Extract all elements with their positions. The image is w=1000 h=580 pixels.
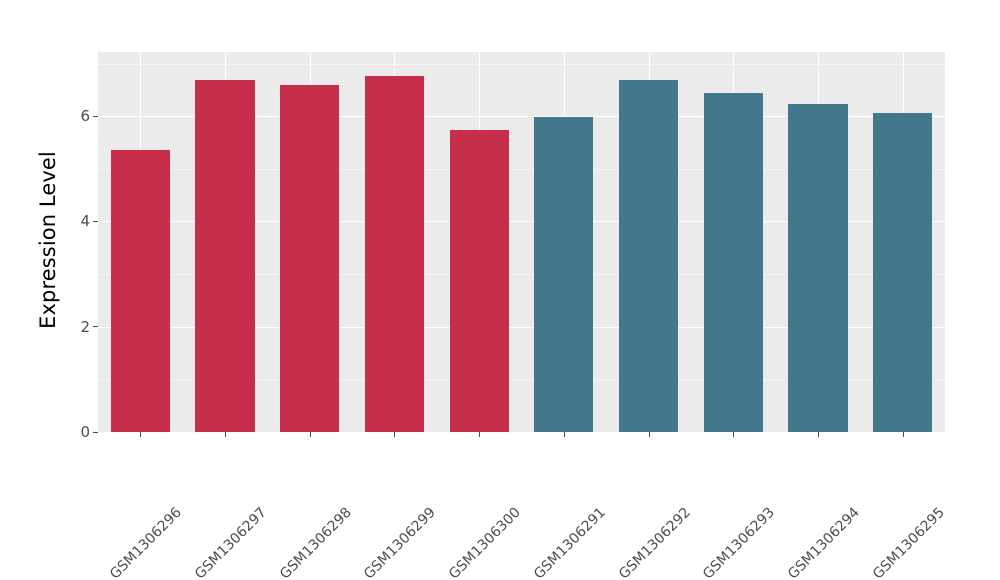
y-axis-tick-label: 6 [80,107,90,126]
x-axis-tick-mark [225,432,226,437]
x-axis-tick-label-text: GSM1306300 [446,504,525,580]
x-axis-tick-label-text: GSM1306299 [361,504,440,580]
bar [449,129,509,432]
x-axis-tick-label: GSM1306292 [616,438,760,580]
gridline-major-horizontal [98,221,945,222]
x-axis-tick-mark [140,432,141,437]
y-axis-tick-labels: 0 2 4 6 [0,0,98,580]
y-axis-tick-mark [93,431,98,433]
x-axis-tick-label: GSM1306299 [361,438,506,580]
y-axis-tick-mark [93,326,98,328]
bar [703,92,763,432]
gridline-minor-horizontal [98,379,945,380]
gridline-major-horizontal [98,327,945,328]
x-axis-tick-marks [98,432,945,438]
x-axis-tick-label-text: GSM1306295 [869,504,948,580]
y-axis-tick-label: 4 [80,212,90,231]
x-axis-tick-mark [564,432,565,437]
x-axis-tick-label-text: GSM1306298 [276,504,355,580]
x-axis-tick-label: GSM1306295 [870,438,1000,580]
y-axis-tick-mark [93,220,98,222]
y-axis-tick: 6 [80,108,98,124]
x-axis-tick-labels: GSM1306296 GSM1306297 GSM1306298 GSM1306299… [98,438,947,580]
bar [618,80,679,432]
bar [788,104,848,432]
x-axis-tick-mark [310,432,311,437]
bar [280,84,340,432]
x-axis-tick-mark [394,432,395,437]
bar [873,112,933,432]
x-axis-tick-label-text: GSM1306297 [192,504,270,580]
x-axis-tick-mark [903,432,904,437]
x-axis-tick-label: GSM1306291 [531,438,675,580]
y-axis-tick: 4 [80,213,98,229]
y-axis-tick-mark [93,115,98,117]
x-axis-tick-mark [479,432,480,437]
x-axis-tick-label: GSM1306296 [107,438,252,580]
x-axis-tick-mark [649,432,650,437]
x-axis-tick-label: GSM1306297 [192,438,337,580]
bar [534,117,594,432]
x-axis-tick-label-text: GSM1306294 [784,504,863,580]
bar [195,80,255,432]
x-axis-tick-label-text: GSM1306292 [615,504,694,580]
x-axis-tick-label-text: GSM1306291 [530,504,609,580]
x-axis-tick-mark [818,432,819,437]
gridline-minor-horizontal [98,274,945,275]
x-axis-tick-label-text: GSM1306293 [700,504,779,580]
x-axis-tick-label: GSM1306294 [785,438,930,580]
plot-panel [98,52,945,432]
x-axis-tick-label-text: GSM1306296 [107,504,186,580]
x-axis-tick-label: GSM1306300 [446,438,591,580]
gridline-minor-horizontal [98,169,945,170]
y-axis-tick: 0 [80,424,98,440]
x-axis-tick-mark [733,432,734,437]
gridline-minor-horizontal [98,64,945,65]
y-axis-tick-label: 2 [80,317,90,336]
bar [110,150,170,432]
gridline-major-horizontal [98,116,945,117]
y-axis-tick-label: 0 [80,423,90,441]
bar [364,75,425,432]
x-axis-tick-label: GSM1306298 [277,438,421,580]
y-axis-tick: 2 [80,319,98,335]
x-axis-tick-label: GSM1306293 [700,438,845,580]
